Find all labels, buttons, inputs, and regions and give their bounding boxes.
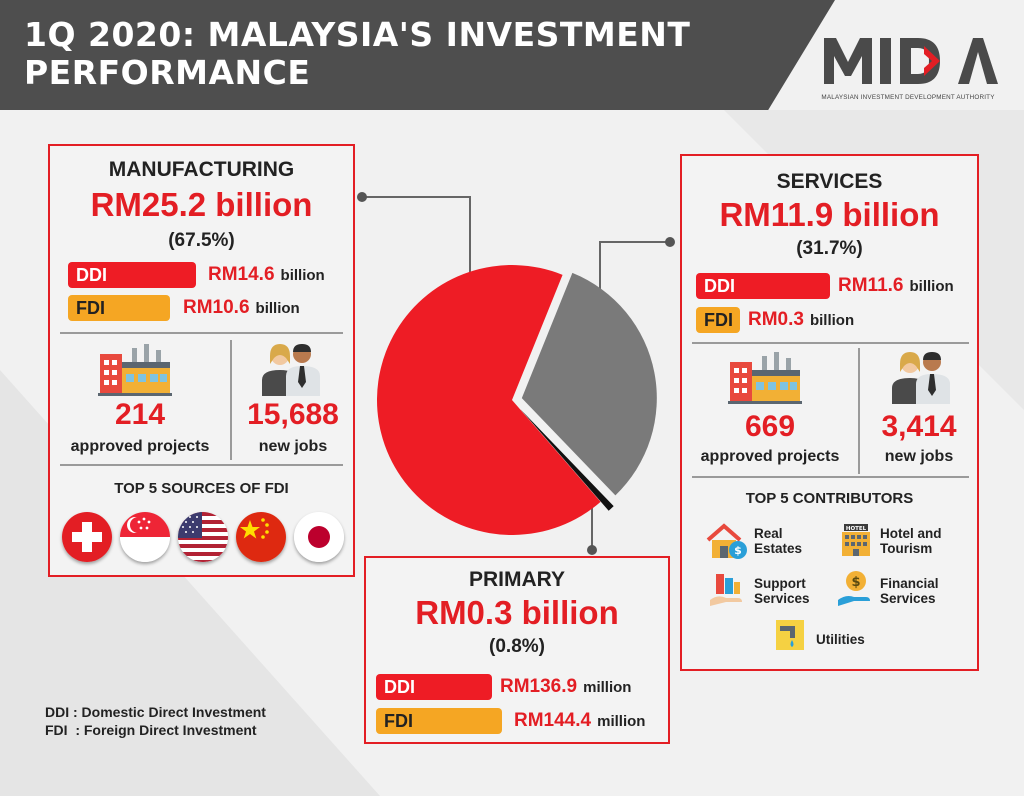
usa-flag-icon: [178, 512, 228, 562]
manufacturing-percent: (67.5%): [168, 230, 235, 251]
page-title: 1Q 2020: MALAYSIA'S INVESTMENT PERFORMAN…: [24, 16, 744, 92]
contributor-label-line: Real: [754, 526, 783, 541]
utilities-icon: [774, 618, 806, 657]
contributor-label-line: Hotel and: [880, 526, 942, 541]
divider: [230, 340, 232, 460]
page-title-line-1: 1Q 2020: MALAYSIA'S INVESTMENT: [24, 15, 691, 54]
primary-ddi-bar: DDI: [376, 674, 492, 700]
contributor-support-services: Support Services: [754, 576, 810, 606]
pie-slice-primary: [520, 408, 614, 511]
services-jobs-value: 3,414: [881, 410, 957, 443]
manufacturing-ddi-value: RM14.6 billion: [208, 262, 325, 289]
manufacturing-jobs-value: 15,688: [247, 398, 339, 431]
support-services-icon: [708, 572, 746, 613]
primary-fdi-amount: RM144.4: [514, 710, 592, 731]
services-fdi-unit: billion: [809, 312, 855, 329]
services-fdi-amount: RM0.3: [748, 309, 804, 330]
services-ddi-unit: billion: [909, 278, 954, 295]
logo-subtitle: MALAYSIAN INVESTMENT DEVELOPMENT AUTHORI…: [821, 94, 995, 101]
abbreviation-legend: DDI : Domestic Direct Investment FDI : F…: [45, 703, 266, 739]
singapore-flag-icon: [120, 512, 170, 562]
manufacturing-ddi-bar: DDI: [68, 262, 196, 288]
manufacturing-ddi-amount: RM14.6: [208, 264, 275, 285]
divider: [60, 332, 343, 334]
svg-text:$: $: [734, 544, 742, 557]
financial-services-icon: $: [836, 568, 874, 613]
contributor-financial-services: Financial Services: [880, 576, 939, 606]
contributor-label-line: Estates: [754, 541, 803, 556]
divider: [692, 342, 969, 344]
contributor-label-line: Financial: [880, 576, 939, 591]
primary-ddi-amount: RM136.9: [500, 676, 578, 697]
japan-flag-icon: [294, 512, 344, 562]
contributor-label-line: Utilities: [816, 632, 865, 647]
people-icon: [260, 342, 322, 401]
services-fdi-bar: FDI: [696, 307, 740, 333]
manufacturing-fdi-bar: FDI: [68, 295, 170, 321]
services-ddi-value: RM11.6 billion: [838, 273, 954, 300]
pie-slice-manufacturing: [377, 264, 601, 535]
services-panel: SERVICES RM11.9 billion (31.7%) DDI RM11…: [680, 154, 979, 671]
china-flag-icon: [236, 512, 286, 562]
services-amount: RM11.9 billion: [719, 196, 940, 233]
manufacturing-panel: MANUFACTURING RM25.2 billion (67.5%) DDI…: [48, 144, 355, 577]
services-fdi-value: RM0.3 billion: [748, 307, 854, 334]
factory-icon: [98, 344, 172, 401]
services-ddi-amount: RM11.6: [838, 275, 904, 296]
contributor-label-line: Services: [754, 591, 810, 606]
manufacturing-fdi-unit: billion: [255, 300, 300, 317]
header-banner: [0, 0, 835, 110]
services-percent: (31.7%): [796, 238, 863, 259]
fdi-sources-title: TOP 5 SOURCES OF FDI: [114, 480, 289, 497]
primary-percent: (0.8%): [489, 636, 545, 657]
services-projects-value: 669: [744, 410, 796, 443]
primary-panel: PRIMARY RM0.3 billion (0.8%) DDI RM136.9…: [364, 556, 670, 744]
manufacturing-fdi-amount: RM10.6: [183, 297, 250, 318]
legend-fdi: FDI : Foreign Direct Investment: [45, 722, 257, 738]
pie-slice-services: [521, 272, 657, 496]
primary-fdi-unit: million: [597, 713, 646, 730]
people-icon: [890, 350, 952, 409]
services-jobs-label: new jobs: [884, 448, 954, 465]
manufacturing-ddi-unit: billion: [280, 267, 325, 284]
manufacturing-jobs-label: new jobs: [258, 438, 328, 455]
svg-text:HOTEL: HOTEL: [846, 526, 867, 532]
real-estate-icon: $: [706, 522, 748, 565]
primary-ddi-value: RM136.9 million: [500, 674, 631, 701]
primary-title: PRIMARY: [468, 568, 566, 591]
contributor-label-line: Services: [880, 591, 936, 606]
legend-ddi: DDI : Domestic Direct Investment: [45, 704, 266, 720]
divider: [60, 464, 343, 466]
services-ddi-bar: DDI: [696, 273, 830, 299]
page-title-line-2: PERFORMANCE: [24, 53, 311, 92]
primary-amount: RM0.3 billion: [415, 594, 619, 631]
services-projects-label: approved projects: [700, 448, 840, 465]
manufacturing-amount: RM25.2 billion: [90, 186, 313, 223]
services-title: SERVICES: [776, 170, 883, 193]
mida-logo: MALAYSIAN INVESTMENT DEVELOPMENT AUTHORI…: [818, 28, 998, 108]
divider: [858, 348, 860, 474]
contributor-hotel-and-tourism: Hotel and Tourism: [880, 526, 942, 556]
manufacturing-projects-value: 214: [114, 398, 166, 431]
hotel-icon: HOTEL: [838, 522, 874, 563]
divider: [692, 476, 969, 478]
contributors-title: TOP 5 CONTRIBUTORS: [745, 490, 914, 507]
primary-ddi-unit: million: [583, 679, 632, 696]
manufacturing-projects-label: approved projects: [70, 438, 210, 455]
contributor-real-estates: Real Estates: [754, 526, 802, 556]
manufacturing-title: MANUFACTURING: [108, 158, 295, 181]
contributor-label-line: Tourism: [880, 541, 933, 556]
switzerland-flag-icon: [62, 512, 112, 562]
primary-fdi-bar: FDI: [376, 708, 502, 734]
factory-icon: [728, 352, 802, 409]
contributor-label-line: Support: [754, 576, 806, 591]
manufacturing-fdi-value: RM10.6 billion: [183, 295, 300, 322]
svg-text:$: $: [851, 575, 860, 590]
primary-fdi-value: RM144.4 million: [514, 708, 645, 735]
contributor-utilities: Utilities: [816, 632, 865, 647]
